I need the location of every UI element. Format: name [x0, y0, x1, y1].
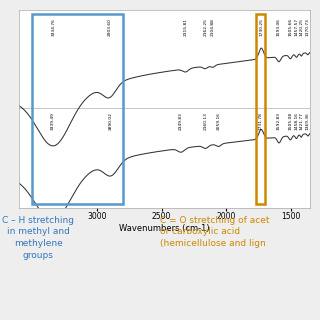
Text: 2160.13: 2160.13	[204, 112, 208, 130]
Text: 1592.83: 1592.83	[277, 112, 281, 130]
Text: 2890.02: 2890.02	[109, 112, 113, 130]
Text: 1593.06: 1593.06	[277, 18, 281, 36]
Text: 2349.83: 2349.83	[179, 112, 183, 130]
Text: 3334.76: 3334.76	[52, 18, 56, 36]
X-axis label: Wavenumbers (cm-1): Wavenumbers (cm-1)	[119, 224, 210, 233]
Text: 1420.25: 1420.25	[299, 18, 303, 36]
Text: 1505.08: 1505.08	[288, 112, 292, 130]
Text: 1458.16: 1458.16	[294, 112, 299, 130]
Text: 2903.60: 2903.60	[107, 18, 111, 36]
Text: 1505.66: 1505.66	[288, 18, 292, 36]
Text: C = O stretching of acet
or carboxylic acid
(hemicellulose and lign: C = O stretching of acet or carboxylic a…	[160, 216, 269, 248]
Text: 1457.57: 1457.57	[294, 18, 299, 36]
Text: 1730.25: 1730.25	[259, 18, 263, 36]
Text: 3339.49: 3339.49	[51, 112, 55, 130]
Text: 1370.73: 1370.73	[306, 18, 310, 36]
Text: 2162.25: 2162.25	[203, 18, 207, 36]
Text: 2059.16: 2059.16	[217, 112, 220, 130]
Text: C – H stretching
in methyl and
methylene
groups: C – H stretching in methyl and methylene…	[2, 216, 75, 260]
Text: 1421.77: 1421.77	[299, 112, 303, 130]
Text: 2315.81: 2315.81	[183, 18, 188, 36]
Text: 1731.78: 1731.78	[259, 112, 263, 130]
Text: 1369.36: 1369.36	[306, 112, 310, 130]
Text: 2104.88: 2104.88	[211, 18, 215, 36]
